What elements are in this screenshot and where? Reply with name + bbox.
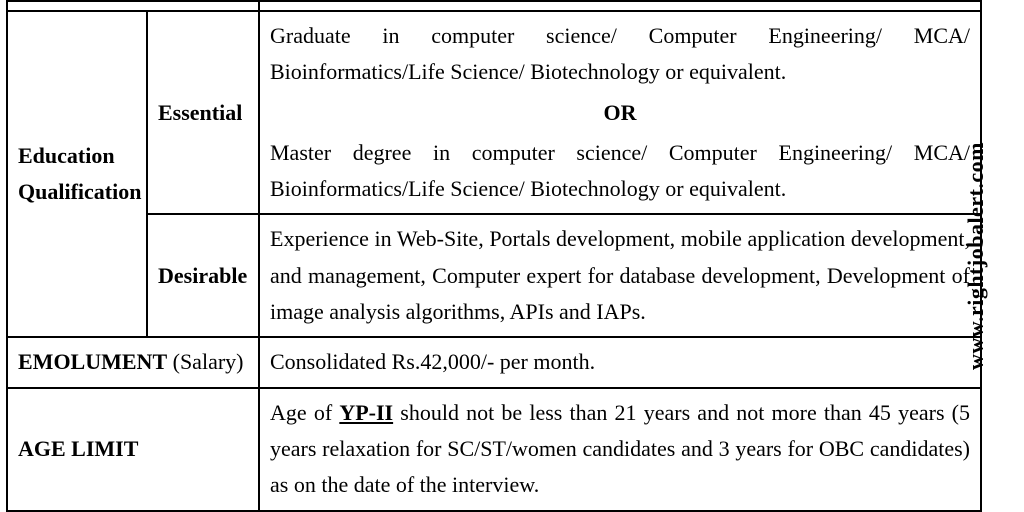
emolument-label: EMOLUMENT (Salary) [7,337,259,387]
essential-para2: Master degree in computer science/ Compu… [270,135,970,208]
spec-table: Education Qualification Essential Gradua… [6,0,982,512]
essential-para1: Graduate in computer science/ Computer E… [270,18,970,91]
essential-text: Graduate in computer science/ Computer E… [259,11,981,214]
emolument-value: Consolidated Rs.42,000/- per month. [259,337,981,387]
table-row: Education Qualification Essential Gradua… [7,11,981,214]
age-yp: YP-II [339,400,393,425]
table-row: Desirable Experience in Web-Site, Portal… [7,214,981,337]
emolument-label-bold: EMOLUMENT [18,349,167,374]
essential-or: OR [270,95,970,131]
age-limit-label: AGE LIMIT [7,388,259,511]
blank-cell [7,1,259,11]
age-limit-text: Age of YP-II should not be less than 21 … [259,388,981,511]
desirable-label: Desirable [147,214,259,337]
age-prefix: Age of [270,400,339,425]
page-root: Education Qualification Essential Gradua… [0,0,1024,512]
watermark-text: www.rightjobalert.com [963,142,989,370]
table-row: EMOLUMENT (Salary) Consolidated Rs.42,00… [7,337,981,387]
blank-cell [259,1,981,11]
emolument-label-paren: (Salary) [167,349,243,374]
desirable-text: Experience in Web-Site, Portals developm… [259,214,981,337]
essential-label: Essential [147,11,259,214]
edu-qualification-label: Education Qualification [7,11,147,337]
table-row [7,1,981,11]
table-row: AGE LIMIT Age of YP-II should not be les… [7,388,981,511]
